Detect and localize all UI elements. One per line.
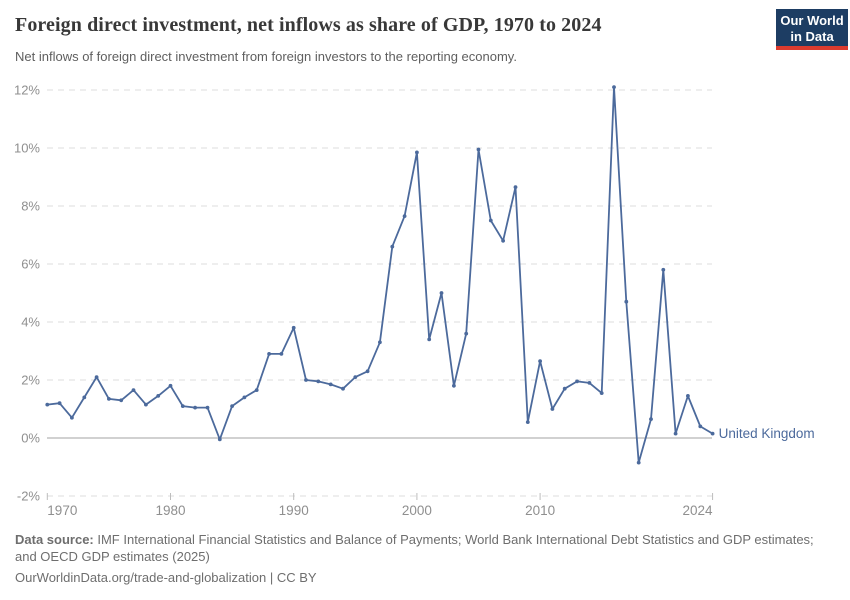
y-axis-label: 2% [21, 373, 40, 388]
data-point[interactable] [144, 402, 148, 407]
data-point[interactable] [291, 325, 296, 330]
data-point[interactable] [131, 388, 136, 392]
logo-line-1: Our World [780, 13, 844, 28]
data-source-line: Data source: IMF International Financial… [15, 531, 820, 565]
y-axis-label: 12% [14, 83, 40, 98]
y-axis-label: 4% [21, 315, 40, 330]
data-point[interactable] [328, 382, 333, 387]
data-source-text: IMF International Financial Statistics a… [15, 532, 814, 564]
data-point[interactable] [452, 383, 456, 388]
data-point[interactable] [427, 337, 432, 342]
data-point[interactable] [513, 185, 518, 190]
y-axis-label: -2% [17, 489, 41, 504]
data-point[interactable] [488, 218, 493, 223]
y-axis-label: 0% [21, 431, 40, 446]
y-axis-label: 8% [21, 199, 40, 214]
page-title: Foreign direct investment, net inflows a… [15, 14, 602, 36]
data-point[interactable] [365, 369, 370, 374]
x-axis-label: 2010 [525, 503, 555, 518]
data-point[interactable] [57, 401, 62, 406]
y-axis-label: 10% [14, 141, 40, 156]
data-point[interactable] [636, 460, 641, 465]
data-point[interactable] [550, 407, 555, 411]
data-point[interactable] [710, 431, 715, 436]
data-point[interactable] [612, 85, 616, 89]
x-axis-label: 1990 [279, 503, 309, 518]
data-point[interactable] [82, 395, 87, 400]
data-point[interactable] [193, 405, 198, 410]
data-point[interactable] [673, 431, 678, 436]
data-point[interactable] [107, 397, 111, 401]
data-point[interactable] [525, 420, 530, 424]
data-point[interactable] [304, 378, 308, 382]
data-point[interactable] [415, 150, 419, 155]
data-point[interactable] [168, 383, 173, 388]
data-point[interactable] [180, 404, 185, 408]
data-point[interactable] [464, 331, 469, 336]
data-point[interactable] [562, 386, 567, 391]
data-point[interactable] [230, 404, 235, 408]
data-point[interactable] [698, 424, 703, 429]
data-point[interactable] [45, 402, 50, 407]
owid-logo[interactable]: Our World in Data [776, 9, 848, 50]
series-end-label: United Kingdom [719, 426, 815, 441]
x-axis-label: 1980 [155, 503, 185, 518]
x-axis-label: 2000 [402, 503, 432, 518]
data-point[interactable] [575, 379, 579, 384]
x-axis-label: 1970 [47, 503, 77, 518]
data-point[interactable] [624, 299, 629, 304]
data-point[interactable] [390, 244, 395, 249]
data-point[interactable] [378, 340, 382, 345]
data-point[interactable] [119, 398, 124, 403]
data-point[interactable] [267, 352, 271, 356]
data-point[interactable] [501, 238, 505, 243]
data-point[interactable] [279, 352, 284, 356]
data-point[interactable] [316, 379, 321, 384]
data-point[interactable] [205, 405, 210, 410]
data-point[interactable] [70, 415, 74, 420]
data-point[interactable] [353, 375, 358, 379]
data-point[interactable] [254, 388, 259, 392]
data-point[interactable] [341, 386, 345, 391]
data-point[interactable] [402, 214, 407, 219]
x-axis-label: 2024 [683, 503, 714, 518]
data-point[interactable] [217, 437, 222, 442]
data-point[interactable] [686, 394, 690, 398]
data-point[interactable] [587, 381, 592, 385]
logo-line-2: in Data [790, 29, 834, 44]
data-point[interactable] [156, 394, 161, 398]
data-point[interactable] [439, 291, 444, 295]
data-point[interactable] [599, 391, 604, 395]
data-point[interactable] [94, 375, 99, 379]
footer-citation-link[interactable]: OurWorldinData.org/trade-and-globalizati… [15, 570, 317, 585]
data-point[interactable] [476, 147, 481, 152]
data-point[interactable] [661, 267, 666, 272]
data-point[interactable] [649, 417, 653, 421]
data-source-label: Data source: [15, 532, 94, 547]
series-line[interactable] [46, 86, 714, 464]
y-axis-label: 6% [21, 257, 40, 272]
data-point[interactable] [242, 395, 247, 400]
chart-subtitle: Net inflows of foreign direct investment… [15, 49, 517, 64]
data-point[interactable] [538, 359, 542, 363]
